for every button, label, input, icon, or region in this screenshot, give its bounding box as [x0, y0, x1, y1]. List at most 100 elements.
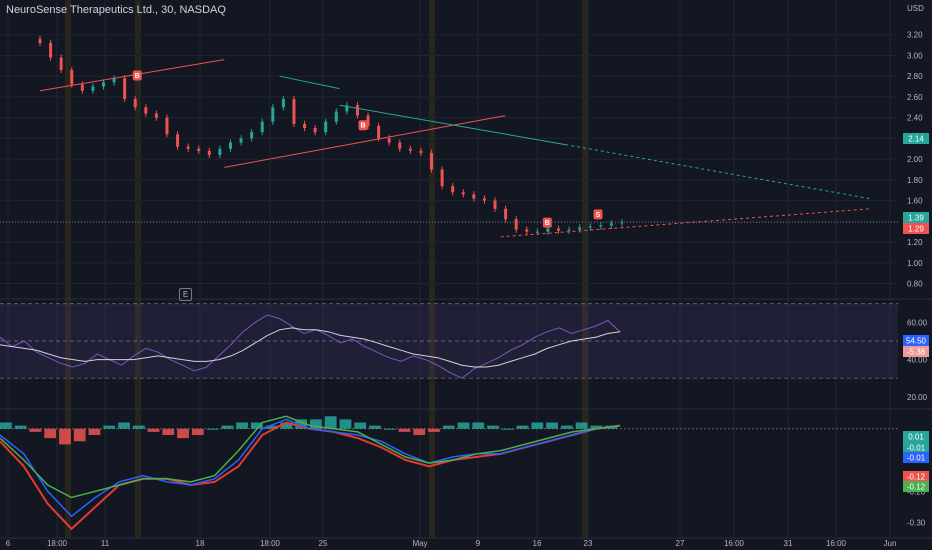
candle [578, 227, 582, 230]
macd-value-badge [903, 431, 929, 442]
candle [535, 231, 539, 233]
macd-value-label: -0.01 [907, 454, 926, 463]
candle [144, 107, 148, 114]
macd-histogram-bar [354, 422, 367, 429]
candle [101, 82, 105, 87]
candle [292, 98, 296, 124]
time-tick-label: 23 [584, 539, 593, 548]
macd-histogram-bar [236, 422, 248, 429]
rsi-line [0, 314, 621, 379]
macd-histogram-bar [383, 428, 396, 430]
candle [112, 78, 116, 83]
macd-histogram-bar [560, 425, 573, 429]
candle [260, 121, 264, 133]
candle [239, 138, 243, 143]
macd-histogram-bar [472, 422, 485, 429]
macd-histogram-bar [546, 422, 558, 429]
macd-value-label: -0.12 [907, 483, 926, 492]
trend-line-2 [339, 104, 566, 146]
macd-histogram-bar [369, 425, 381, 429]
candle [165, 117, 169, 135]
price-tick-label: 3.00 [907, 51, 923, 60]
candle [281, 98, 285, 108]
session-highlight-3 [582, 0, 588, 538]
candle [271, 107, 275, 122]
price-tick-label: 1.00 [907, 259, 923, 268]
marker-b-badge [542, 217, 552, 228]
candle [472, 194, 476, 199]
time-tick-label: 25 [319, 539, 328, 548]
candle [38, 38, 42, 44]
candle [588, 226, 592, 228]
price-label: 1.39 [908, 214, 924, 223]
price-label-badge [903, 133, 929, 144]
macd-histogram-bar [191, 428, 204, 435]
earnings-event-marker[interactable]: E [179, 288, 192, 301]
macd-histogram-bar [575, 422, 588, 429]
candle [398, 142, 402, 149]
trend-line-4 [565, 144, 870, 199]
macd-histogram-bar [590, 425, 603, 429]
marker-b-label: B [360, 123, 365, 130]
candle [228, 142, 232, 149]
candle [557, 228, 561, 231]
macd-tick-label: -0.30 [907, 519, 926, 528]
macd-histogram-bar [147, 428, 160, 432]
candle [366, 115, 370, 126]
macd-histogram-bar [29, 428, 42, 432]
candle [493, 200, 497, 209]
rsi-value-badge [903, 335, 929, 346]
macd-histogram-bar [398, 428, 411, 432]
price-label: 1.29 [908, 225, 924, 234]
candle [154, 113, 158, 118]
macd-histogram-bar [162, 428, 175, 435]
candle [176, 134, 180, 147]
marker-s-label: S [596, 212, 601, 219]
macd-value-badge [903, 452, 929, 463]
macd-histogram-bar [132, 425, 145, 429]
macd-histogram-bar [73, 428, 86, 442]
candle [345, 105, 349, 112]
rsi-tick-label: 60.00 [907, 318, 928, 327]
candle [504, 208, 508, 220]
time-tick-label: Jun [884, 539, 897, 548]
candle [567, 229, 571, 231]
macd-histogram-bar [250, 422, 263, 429]
macd-histogram-bar [265, 425, 278, 429]
candle [186, 146, 190, 149]
macd-line [0, 418, 621, 518]
session-highlight-1 [135, 0, 141, 538]
time-tick-label: 18 [196, 539, 205, 548]
macd-histogram-bar [221, 425, 234, 429]
macd-histogram-bar [457, 422, 470, 429]
rsi-ma-line [0, 327, 621, 368]
candle [355, 105, 359, 116]
candle [250, 132, 254, 139]
macd-histogram-bar [103, 425, 116, 429]
macd-histogram-bar [310, 419, 322, 429]
time-tick-label: 18:00 [260, 539, 281, 548]
rsi-value-label: -5.38 [907, 348, 926, 357]
time-tick-label: 18:00 [47, 539, 68, 548]
candle [70, 69, 74, 85]
time-tick-label: 16:00 [724, 539, 745, 548]
time-tick-label: 9 [476, 539, 481, 548]
macd-histogram-bar [295, 419, 308, 429]
candle [49, 43, 53, 58]
candle [609, 223, 613, 226]
price-tick-label: 2.00 [907, 155, 923, 164]
rsi-value-badge [903, 346, 929, 357]
price-tick-label: 0.80 [907, 279, 923, 288]
macd-histogram-bar [487, 425, 499, 429]
time-tick-label: 6 [6, 539, 11, 548]
candle [91, 86, 95, 91]
rsi-tick-label: 20.00 [907, 393, 928, 402]
macd-histogram-bar [442, 425, 455, 429]
trend-line-3 [279, 75, 340, 90]
macd-histogram-bar [324, 416, 337, 429]
macd-histogram-bar [44, 428, 57, 439]
candle [334, 111, 338, 122]
rsi-tick-label: 40.00 [907, 356, 928, 365]
session-highlight-2 [429, 0, 435, 538]
